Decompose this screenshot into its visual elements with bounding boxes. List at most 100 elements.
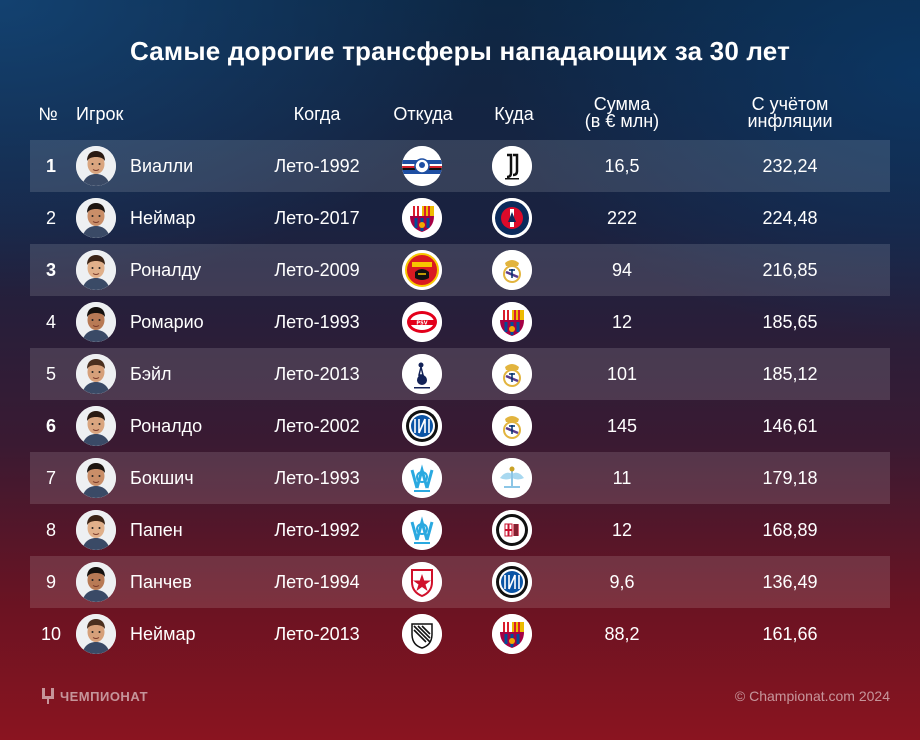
santos-logo [402,614,442,654]
rank-number: 4 [45,312,56,332]
player-avatar [76,302,116,342]
player-name: Бокшич [130,468,194,488]
player-name: Папен [130,520,183,540]
page-title: Самые дорогие трансферы нападающих за 30… [129,36,791,66]
transfer-date: Лето-1993 [274,468,360,488]
player-avatar [76,146,116,186]
header-player: Игрок [76,104,124,124]
player-name: Ромарио [130,312,204,332]
player-name: Роналдо [130,416,203,436]
transfer-date: Лето-2013 [274,364,360,384]
header-inflation-line2: инфляции [747,111,833,131]
barcelona-logo [492,614,532,654]
championat-logo-icon [42,688,54,704]
fee-inflation-adjusted: 168,89 [762,520,818,540]
fee-inflation-adjusted: 224,48 [762,208,818,228]
transfer-fee: 88,2 [604,624,640,644]
transfer-date: Лето-1994 [274,572,360,592]
rank-number: 2 [45,208,56,228]
player-avatar [76,354,116,394]
copyright: © Championat.com 2024 [734,688,890,704]
player-avatar [76,614,116,654]
barcelona-logo [492,302,532,342]
table-row: 1 Виалли Лето-1992 16,5 232,24 [30,140,890,192]
player-name: Бэйл [130,364,172,384]
player-name: Виалли [130,156,194,176]
table-row: 4 Ромарио Лето-1993 PSV 12 185,65 [30,296,890,348]
header-to: Куда [494,104,534,124]
footer-brand: ЧЕМПИОНАТ [40,686,148,706]
fee-inflation-adjusted: 179,18 [762,468,818,488]
transfer-date: Лето-2009 [274,260,360,280]
transfer-date: Лето-1992 [274,156,360,176]
player-name: Неймар [130,624,196,644]
fee-inflation-adjusted: 232,24 [762,156,818,176]
header-from: Откуда [393,104,453,124]
header-num: № [38,104,58,124]
transfer-fee: 94 [611,260,633,280]
header-sum-line2: (в € млн) [584,111,660,131]
header-when: Когда [293,104,341,124]
transfer-fee: 12 [611,312,633,332]
transfer-date: Лето-2013 [274,624,360,644]
inter-logo [402,406,442,446]
rank-number: 8 [45,520,56,540]
sampdoria-logo [402,146,442,186]
rank-number: 10 [40,624,62,644]
transfer-fee: 145 [606,416,638,436]
real-madrid-logo [492,250,532,290]
psv-logo: PSV [402,302,442,342]
lazio-logo [492,458,532,498]
marseille-logo [402,458,442,498]
header-sum-line1: Сумма [593,94,651,114]
table-row: 3 Роналду Лето-2009 94 216,85 [30,244,890,296]
crvena-zvezda-logo [402,562,442,602]
rank-number: 9 [45,572,56,592]
player-avatar [76,250,116,290]
milan-logo [492,510,532,550]
rank-number: 3 [45,260,56,280]
transfer-date: Лето-2002 [274,416,360,436]
player-avatar [76,510,116,550]
player-avatar [76,562,116,602]
fee-inflation-adjusted: 146,61 [762,416,818,436]
player-name: Роналду [130,260,202,280]
player-name: Панчев [130,572,192,592]
table-row: 7 Бокшич Лето-1993 11 179,18 [30,452,890,504]
real-madrid-logo [492,406,532,446]
table-header: № Игрок Когда Откуда Куда Сумма (в € млн… [0,94,920,136]
rank-number: 6 [45,416,56,436]
player-avatar [76,406,116,446]
inter-logo [492,562,532,602]
player-avatar [76,198,116,238]
svg-text:PSV: PSV [416,321,427,327]
tottenham-logo [402,354,442,394]
table-row: 2 Неймар Лето-2017 222 224,48 [30,192,890,244]
table-row: 5 Бэйл Лето-2013 101 185,12 [30,348,890,400]
marseille-logo [402,510,442,550]
player-name: Неймар [130,208,196,228]
psg-logo [492,198,532,238]
transfer-date: Лето-1993 [274,312,360,332]
fee-inflation-adjusted: 161,66 [762,624,818,644]
table-row: 6 Роналдо Лето-2002 145 146,61 [30,400,890,452]
table-row: 10 Неймар Лето-2013 88,2 161,66 [30,608,890,660]
juventus-logo [492,146,532,186]
transfer-fee: 222 [606,208,638,228]
transfer-fee: 16,5 [604,156,640,176]
transfers-table: 1 Виалли Лето-1992 16,5 232,24 2 Неймар Лето-20… [30,140,890,660]
footer-brand-text: ЧЕМПИОНАТ [60,688,149,704]
fee-inflation-adjusted: 136,49 [762,572,818,592]
transfer-fee: 9,6 [609,572,635,592]
rank-number: 7 [45,468,56,488]
transfer-fee: 101 [606,364,638,384]
fee-inflation-adjusted: 185,12 [762,364,818,384]
barcelona-logo [402,198,442,238]
real-madrid-logo [492,354,532,394]
rank-number: 1 [45,156,56,176]
table-row: 9 Панчев Лето-1994 9,6 136,49 [30,556,890,608]
manchester-united-logo [402,250,442,290]
transfer-fee: 11 [612,468,632,488]
rank-number: 5 [45,364,56,384]
table-row: 8 Папен Лето-1992 12 168,89 [30,504,890,556]
